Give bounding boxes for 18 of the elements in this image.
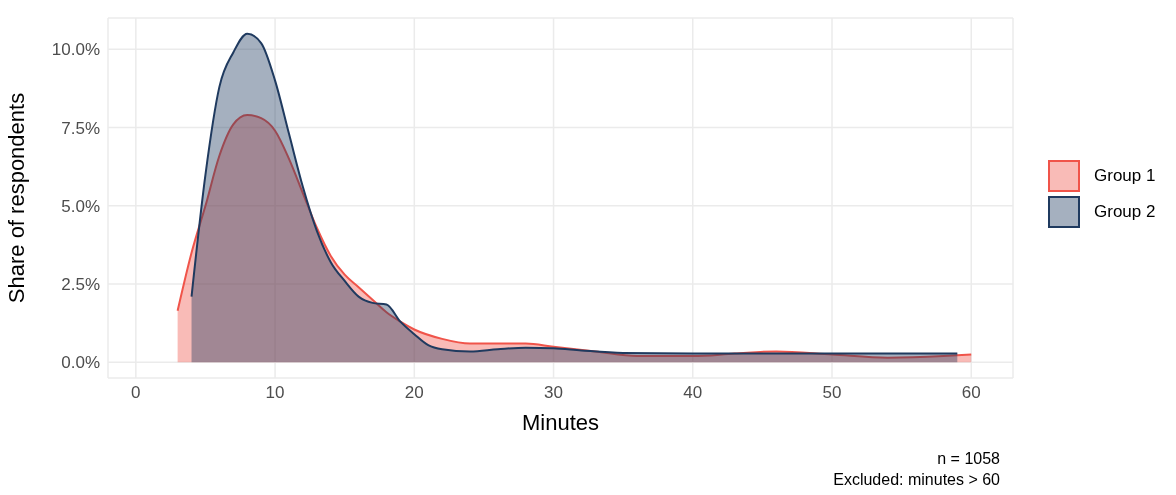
legend-label: Group 1	[1094, 166, 1156, 186]
y-tick-label: 0.0%	[61, 353, 100, 373]
x-tick-label: 0	[131, 383, 141, 403]
x-axis-title: Minutes	[521, 410, 600, 435]
y-tick-label: 7.5%	[61, 118, 100, 138]
y-tick-label: 2.5%	[61, 275, 100, 295]
x-tick-label: 60	[961, 383, 981, 403]
x-tick-label: 40	[683, 383, 703, 403]
x-tick-label: 50	[822, 383, 842, 403]
x-tick-label: 30	[544, 383, 563, 403]
y-axis-title: Share of respondents	[3, 92, 29, 304]
legend-label: Group 2	[1094, 202, 1156, 222]
text: n = 1058	[936, 449, 1000, 469]
x-tick-label: 20	[404, 383, 424, 403]
y-tick-label: 10.0%	[51, 40, 100, 60]
x-tick-label: 10	[265, 383, 285, 403]
y-tick-label: 5.0%	[61, 196, 100, 216]
text: Excluded: minutes > 60	[833, 470, 1000, 490]
